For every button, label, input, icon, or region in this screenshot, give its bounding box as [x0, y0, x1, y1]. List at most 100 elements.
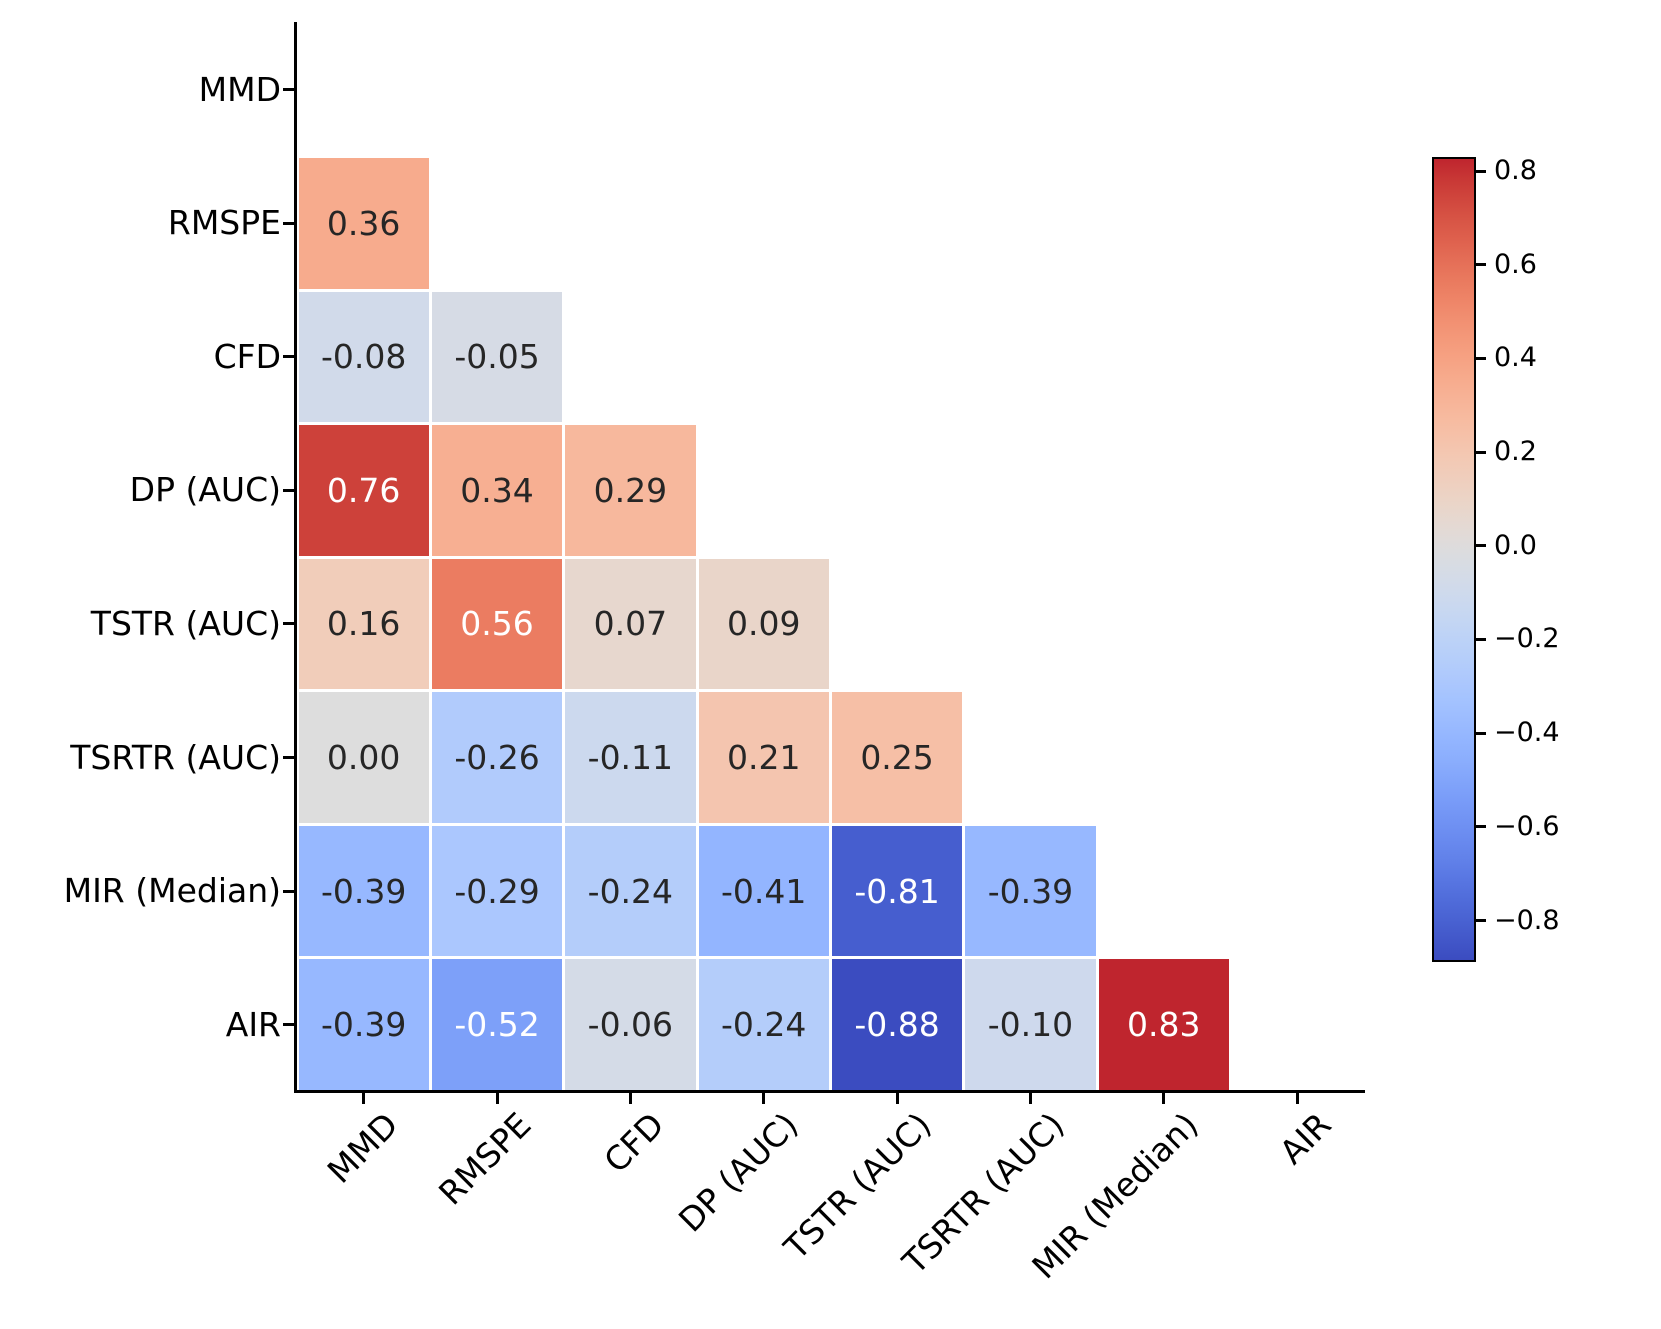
colorbar-tick-label: −0.2 — [1494, 623, 1560, 655]
heatmap-cell: -0.05 — [431, 291, 563, 423]
colorbar-tick-label: −0.6 — [1494, 810, 1560, 842]
cell-value: -0.39 — [987, 871, 1074, 911]
row-label: MMD — [198, 69, 281, 109]
x-tick — [1162, 1093, 1166, 1105]
cell-value: -0.41 — [721, 871, 807, 911]
y-tick — [283, 488, 294, 492]
colorbar — [1432, 157, 1476, 962]
col-label: AIR — [1272, 1105, 1339, 1173]
cell-value: 0.00 — [326, 738, 401, 778]
row-label: MIR (Median) — [63, 871, 281, 911]
cell-value: -0.11 — [587, 738, 674, 778]
cell-value: 0.36 — [326, 203, 401, 243]
colorbar-tick — [1476, 356, 1486, 360]
row-label: DP (AUC) — [129, 470, 281, 510]
y-tick — [283, 88, 294, 92]
x-tick — [1295, 1093, 1299, 1105]
cell-value: -0.24 — [721, 1005, 807, 1045]
colorbar-tick-label: 0.4 — [1494, 342, 1537, 374]
heatmap-cell: -0.39 — [298, 825, 429, 957]
colorbar-tick-label: 0.6 — [1494, 248, 1537, 280]
heatmap-cell: 0.00 — [298, 692, 429, 823]
colorbar-tick — [1476, 544, 1486, 548]
colorbar-tick — [1476, 919, 1486, 923]
colorbar-tick — [1476, 637, 1486, 641]
heatmap-cell: 0.34 — [431, 425, 563, 556]
heatmap-cell: -0.39 — [965, 825, 1096, 957]
x-tick — [762, 1093, 766, 1105]
cell-value: -0.39 — [320, 1005, 407, 1045]
cell-value: -0.39 — [320, 871, 407, 911]
cell-value: -0.81 — [854, 871, 940, 911]
heatmap-cell: -0.24 — [698, 959, 829, 1090]
cell-value: 0.83 — [1127, 1005, 1201, 1045]
cell-value: 0.76 — [326, 470, 401, 510]
heatmap-cell: -0.41 — [698, 825, 829, 957]
y-tick — [283, 756, 294, 760]
cell-value: -0.29 — [454, 871, 540, 911]
cell-value: 0.16 — [326, 604, 401, 644]
heatmap-cell: 0.09 — [698, 558, 829, 690]
colorbar-tick-label: 0.0 — [1494, 529, 1537, 561]
cell-value: 0.09 — [726, 604, 801, 644]
heatmap-cell: -0.39 — [298, 959, 429, 1090]
x-tick — [495, 1093, 499, 1105]
colorbar-tick — [1476, 450, 1486, 454]
heatmap-cell: -0.29 — [431, 825, 563, 957]
x-tick — [895, 1093, 899, 1105]
heatmap-cell: 0.16 — [298, 558, 429, 690]
colorbar-tick-label: −0.8 — [1494, 904, 1560, 936]
heatmap-cell: 0.56 — [431, 558, 563, 690]
y-tick — [283, 221, 294, 225]
x-axis-spine — [294, 1090, 1365, 1094]
heatmap-cell: 0.83 — [1098, 959, 1229, 1090]
y-tick — [283, 1023, 294, 1027]
cell-value: 0.56 — [460, 604, 534, 644]
y-tick — [283, 622, 294, 626]
colorbar-tick — [1476, 731, 1486, 735]
x-tick — [1028, 1093, 1032, 1105]
heatmap-cell: 0.76 — [298, 425, 429, 556]
cell-value: 0.25 — [860, 738, 934, 778]
row-label: TSTR (AUC) — [90, 603, 281, 643]
heatmap-cell: 0.25 — [831, 692, 963, 823]
heatmap-cell: -0.26 — [431, 692, 563, 823]
cell-value: -0.52 — [454, 1005, 540, 1045]
cell-value: -0.08 — [320, 337, 407, 377]
row-label: AIR — [225, 1004, 281, 1044]
cell-value: 0.07 — [593, 604, 668, 644]
heatmap-cell: -0.10 — [965, 959, 1096, 1090]
cell-value: 0.29 — [593, 470, 668, 510]
row-label: TSRTR (AUC) — [70, 737, 281, 777]
heatmap-cell: -0.88 — [831, 959, 963, 1090]
heatmap-cell: -0.81 — [831, 825, 963, 957]
heatmap-cell: -0.24 — [565, 825, 696, 957]
heatmap-cell: -0.11 — [565, 692, 696, 823]
row-label: CFD — [213, 336, 281, 376]
y-axis-spine — [294, 22, 297, 1093]
colorbar-tick — [1476, 825, 1486, 829]
cell-value: -0.05 — [454, 337, 540, 377]
heatmap-cell: -0.52 — [431, 959, 563, 1090]
colorbar-tick-label: −0.4 — [1494, 717, 1560, 749]
heatmap-cell: 0.07 — [565, 558, 696, 690]
cell-value: 0.21 — [726, 738, 801, 778]
colorbar-tick-label: 0.8 — [1494, 155, 1537, 187]
cell-value: -0.24 — [587, 871, 674, 911]
x-tick — [362, 1093, 366, 1105]
cell-value: 0.34 — [460, 470, 534, 510]
heatmap-cell: 0.36 — [298, 158, 429, 289]
y-tick — [283, 889, 294, 893]
colorbar-tick — [1476, 263, 1486, 267]
colorbar-tick — [1476, 169, 1486, 173]
x-tick — [628, 1093, 632, 1105]
row-label: RMSPE — [167, 203, 281, 243]
heatmap-cell: -0.06 — [565, 959, 696, 1090]
heatmap-cell: 0.29 — [565, 425, 696, 556]
cell-value: -0.06 — [587, 1005, 674, 1045]
cell-value: -0.10 — [987, 1005, 1074, 1045]
cell-value: -0.26 — [454, 738, 540, 778]
cell-value: -0.88 — [854, 1005, 940, 1045]
colorbar-tick-label: 0.2 — [1494, 436, 1537, 468]
